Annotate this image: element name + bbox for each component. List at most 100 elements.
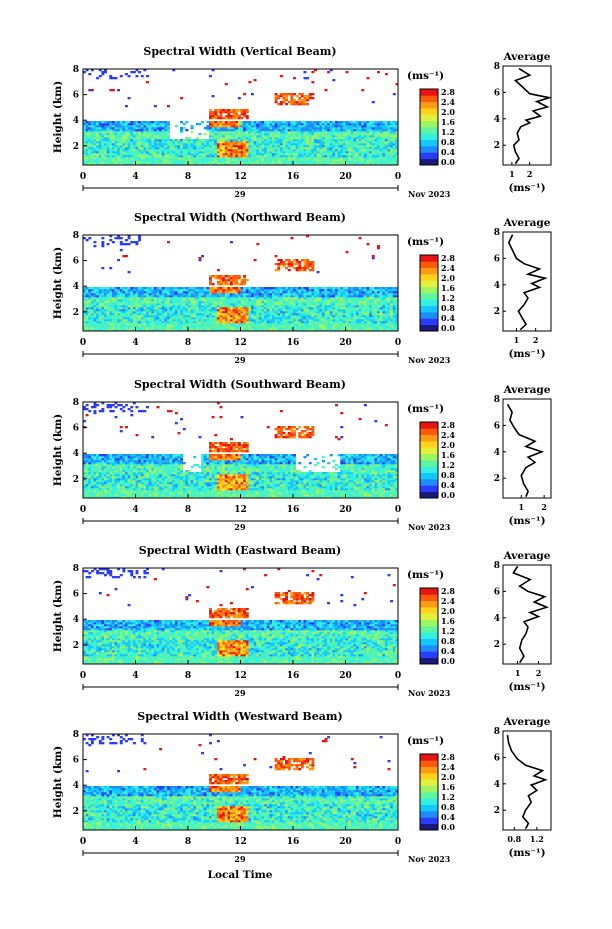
heatmap-cell <box>188 147 191 150</box>
heatmap-cell <box>274 317 278 320</box>
heatmap-cell <box>358 141 362 144</box>
panel-title: Spectral Width (Vertical Beam) <box>143 45 336 58</box>
heatmap-cell <box>209 161 212 164</box>
heatmap-cell <box>167 329 170 332</box>
heatmap-cell <box>258 159 262 162</box>
heatmap-cell <box>93 311 97 314</box>
heatmap-cell <box>237 287 241 290</box>
heatmap-cell <box>269 287 273 290</box>
heatmap-cell <box>235 109 239 112</box>
heatmap-cell <box>209 287 212 290</box>
heatmap-cell <box>117 149 121 152</box>
heatmap-cell <box>138 305 142 308</box>
heatmap-cell <box>193 289 197 292</box>
heatmap-cell <box>85 329 89 332</box>
heatmap-cell <box>164 299 168 302</box>
colorbar-swatch <box>420 95 438 102</box>
heatmap-cell <box>345 129 349 132</box>
heatmap-cell <box>306 155 310 158</box>
heatmap-cell <box>93 127 97 130</box>
heatmap-cell <box>143 305 147 308</box>
heatmap-cell <box>156 327 160 330</box>
heatmap-cell <box>287 301 291 304</box>
heatmap-cell <box>295 133 299 136</box>
heatmap-cell <box>185 163 189 166</box>
heatmap-cell <box>156 287 160 290</box>
heatmap-cell <box>122 133 126 136</box>
heatmap-cell <box>251 141 254 144</box>
heatmap-cell <box>287 261 291 264</box>
heatmap-cell <box>361 143 365 146</box>
heatmap-cell <box>358 127 362 130</box>
heatmap-cell <box>387 133 391 136</box>
heatmap-cell <box>164 311 168 314</box>
heatmap-cell <box>279 121 283 124</box>
heatmap-cell <box>193 307 197 310</box>
heatmap-cell <box>211 113 215 116</box>
heatmap-cell <box>214 327 218 330</box>
heatmap-cell <box>148 293 152 296</box>
heatmap-cell <box>174 287 178 290</box>
heatmap-cell <box>146 307 149 310</box>
heatmap-cell <box>319 155 323 158</box>
heatmap-cell <box>156 307 160 310</box>
heatmap-cell <box>96 155 100 158</box>
heatmap-cell <box>285 329 289 332</box>
heatmap-cell <box>371 141 375 144</box>
heatmap-cell <box>264 151 268 154</box>
heatmap-cell <box>387 147 391 150</box>
heatmap-cell <box>371 151 375 154</box>
heatmap-cell <box>342 123 346 126</box>
heatmap-cell <box>98 293 102 296</box>
heatmap-cell <box>232 313 236 316</box>
heatmap-cell <box>211 69 215 72</box>
heatmap-cell <box>285 155 289 158</box>
heatmap-cell <box>253 315 257 318</box>
heatmap-cell <box>109 293 113 296</box>
heatmap-cell <box>214 311 218 314</box>
heatmap-cell <box>285 103 289 106</box>
heatmap-cell <box>395 131 399 134</box>
heatmap-cell <box>104 157 107 160</box>
heatmap-cell <box>93 295 97 298</box>
heatmap-cell <box>85 135 89 138</box>
heatmap-cell <box>224 307 228 310</box>
heatmap-cell <box>117 153 121 156</box>
heatmap-cell <box>374 135 378 138</box>
heatmap-cell <box>264 299 268 302</box>
heatmap-cell <box>300 323 304 326</box>
heatmap-cell <box>198 291 202 294</box>
heatmap-cell <box>243 297 247 300</box>
heatmap-cell <box>374 129 378 132</box>
heatmap-cell <box>300 155 304 158</box>
heatmap-cell <box>180 147 184 150</box>
heatmap-cell <box>180 313 184 316</box>
heatmap-cell <box>222 317 226 320</box>
heatmap-cell <box>240 161 244 164</box>
heatmap-cell <box>216 137 220 140</box>
heatmap-cell <box>185 319 189 322</box>
heatmap-cell <box>358 129 362 132</box>
heatmap-cell <box>314 157 317 160</box>
heatmap-cell <box>180 307 184 310</box>
heatmap-cell <box>214 141 218 144</box>
heatmap-cell <box>342 129 346 132</box>
heatmap-cell <box>243 153 247 156</box>
heatmap-cell <box>232 137 236 140</box>
heatmap-cell <box>308 123 312 126</box>
heatmap-cell <box>261 305 265 308</box>
heatmap-cell <box>308 325 312 328</box>
heatmap-cell <box>109 147 113 150</box>
heatmap-cell <box>164 133 168 136</box>
heatmap-cell <box>266 151 270 154</box>
colorbar-tick-label: 0.0 <box>441 157 455 167</box>
heatmap-cell <box>148 129 152 132</box>
heatmap-cell <box>298 287 302 290</box>
heatmap-cell <box>172 325 176 328</box>
heatmap-cell <box>135 241 139 244</box>
heatmap-cell <box>88 133 92 136</box>
heatmap-cell <box>266 131 270 134</box>
heatmap-cell <box>337 147 341 150</box>
heatmap-cell <box>261 313 265 316</box>
heatmap-cell <box>156 297 160 300</box>
